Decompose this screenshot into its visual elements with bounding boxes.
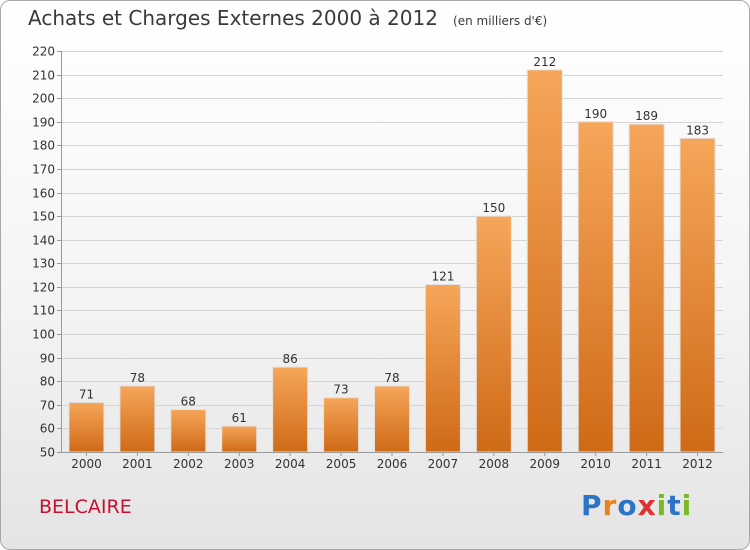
bar: [119, 385, 156, 453]
chart-title-main: Achats et Charges Externes 2000 à 2012: [28, 6, 438, 30]
logo-letter: o: [617, 489, 638, 522]
x-tick-label: 2003: [224, 457, 255, 471]
bar-value-label: 183: [686, 123, 709, 137]
x-tick-label: 2005: [326, 457, 357, 471]
y-tick-label: 170: [32, 163, 55, 177]
y-tick-label: 140: [32, 234, 55, 248]
axes: 50 60 70 80 90 100 110 120 130 140 150 160 170 180 190…: [32, 45, 723, 471]
chart-title-unit: (en milliers d'€): [453, 14, 548, 28]
x-tick-label: 2004: [275, 457, 306, 471]
bar: [272, 366, 309, 453]
bar: [221, 425, 258, 453]
x-tick-label: 2000: [71, 457, 102, 471]
bar-value-label: 73: [333, 383, 348, 397]
y-tick-label: 200: [32, 92, 55, 106]
x-tick-label: 2011: [631, 457, 662, 471]
proxiti-logo[interactable]: Proxiti: [581, 489, 692, 522]
y-tick-label: 120: [32, 281, 55, 295]
y-tick-label: 220: [32, 45, 55, 59]
logo-letter: r: [602, 489, 618, 522]
y-tick-label: 150: [32, 210, 55, 224]
bar-value-label: 78: [130, 371, 145, 385]
y-tick-label: 100: [32, 328, 55, 342]
bar-value-label: 150: [482, 201, 505, 215]
logo-letter: t: [667, 489, 682, 522]
y-tick-label: 180: [32, 139, 55, 153]
y-tick-label: 90: [40, 352, 55, 366]
bar-value-label: 189: [635, 109, 658, 123]
chart-title: Achats et Charges Externes 2000 à 2012 (…: [28, 6, 547, 30]
bar-value-label: 71: [79, 387, 94, 401]
logo-letter: P: [581, 489, 603, 522]
bar: [628, 123, 665, 453]
y-tick-label: 50: [40, 446, 55, 460]
y-tick-label: 130: [32, 257, 55, 271]
bar-value-label: 68: [181, 395, 196, 409]
bars: 71 78 68 61 86 73 78 121 150 212 190 189 183: [68, 55, 716, 453]
x-tick-label: 2006: [377, 457, 408, 471]
bar: [475, 215, 512, 453]
x-tick-label: 2010: [580, 457, 611, 471]
y-tick-label: 60: [40, 422, 55, 436]
x-tick-label: 2001: [122, 457, 153, 471]
bar: [170, 409, 207, 453]
bar-value-label: 121: [431, 270, 454, 284]
x-tick-label: 2012: [682, 457, 713, 471]
bar: [577, 121, 614, 453]
y-tick-label: 210: [32, 69, 55, 83]
y-tick-label: 70: [40, 399, 55, 413]
bar: [68, 401, 105, 453]
y-tick-label: 80: [40, 375, 55, 389]
bar: [679, 137, 716, 453]
y-tick-label: 190: [32, 116, 55, 130]
y-tick-label: 160: [32, 187, 55, 201]
x-tick-label: 2009: [529, 457, 560, 471]
bar-value-label: 190: [584, 107, 607, 121]
bar-value-label: 212: [533, 55, 556, 69]
bar-value-label: 61: [232, 411, 247, 425]
bar-value-label: 86: [283, 352, 298, 366]
bar: [323, 397, 360, 453]
bar-value-label: 78: [384, 371, 399, 385]
y-tick-label: 110: [32, 304, 55, 318]
bar: [374, 385, 410, 453]
bar: [526, 69, 563, 453]
logo-letter: i: [681, 489, 693, 522]
x-tick-label: 2002: [173, 457, 204, 471]
commune-name: BELCAIRE: [39, 496, 132, 518]
logo-letter: x: [637, 489, 657, 522]
x-tick-label: 2008: [479, 457, 510, 471]
x-tick-label: 2007: [428, 457, 459, 471]
bar: [424, 284, 461, 453]
logo-letter: i: [656, 489, 668, 522]
